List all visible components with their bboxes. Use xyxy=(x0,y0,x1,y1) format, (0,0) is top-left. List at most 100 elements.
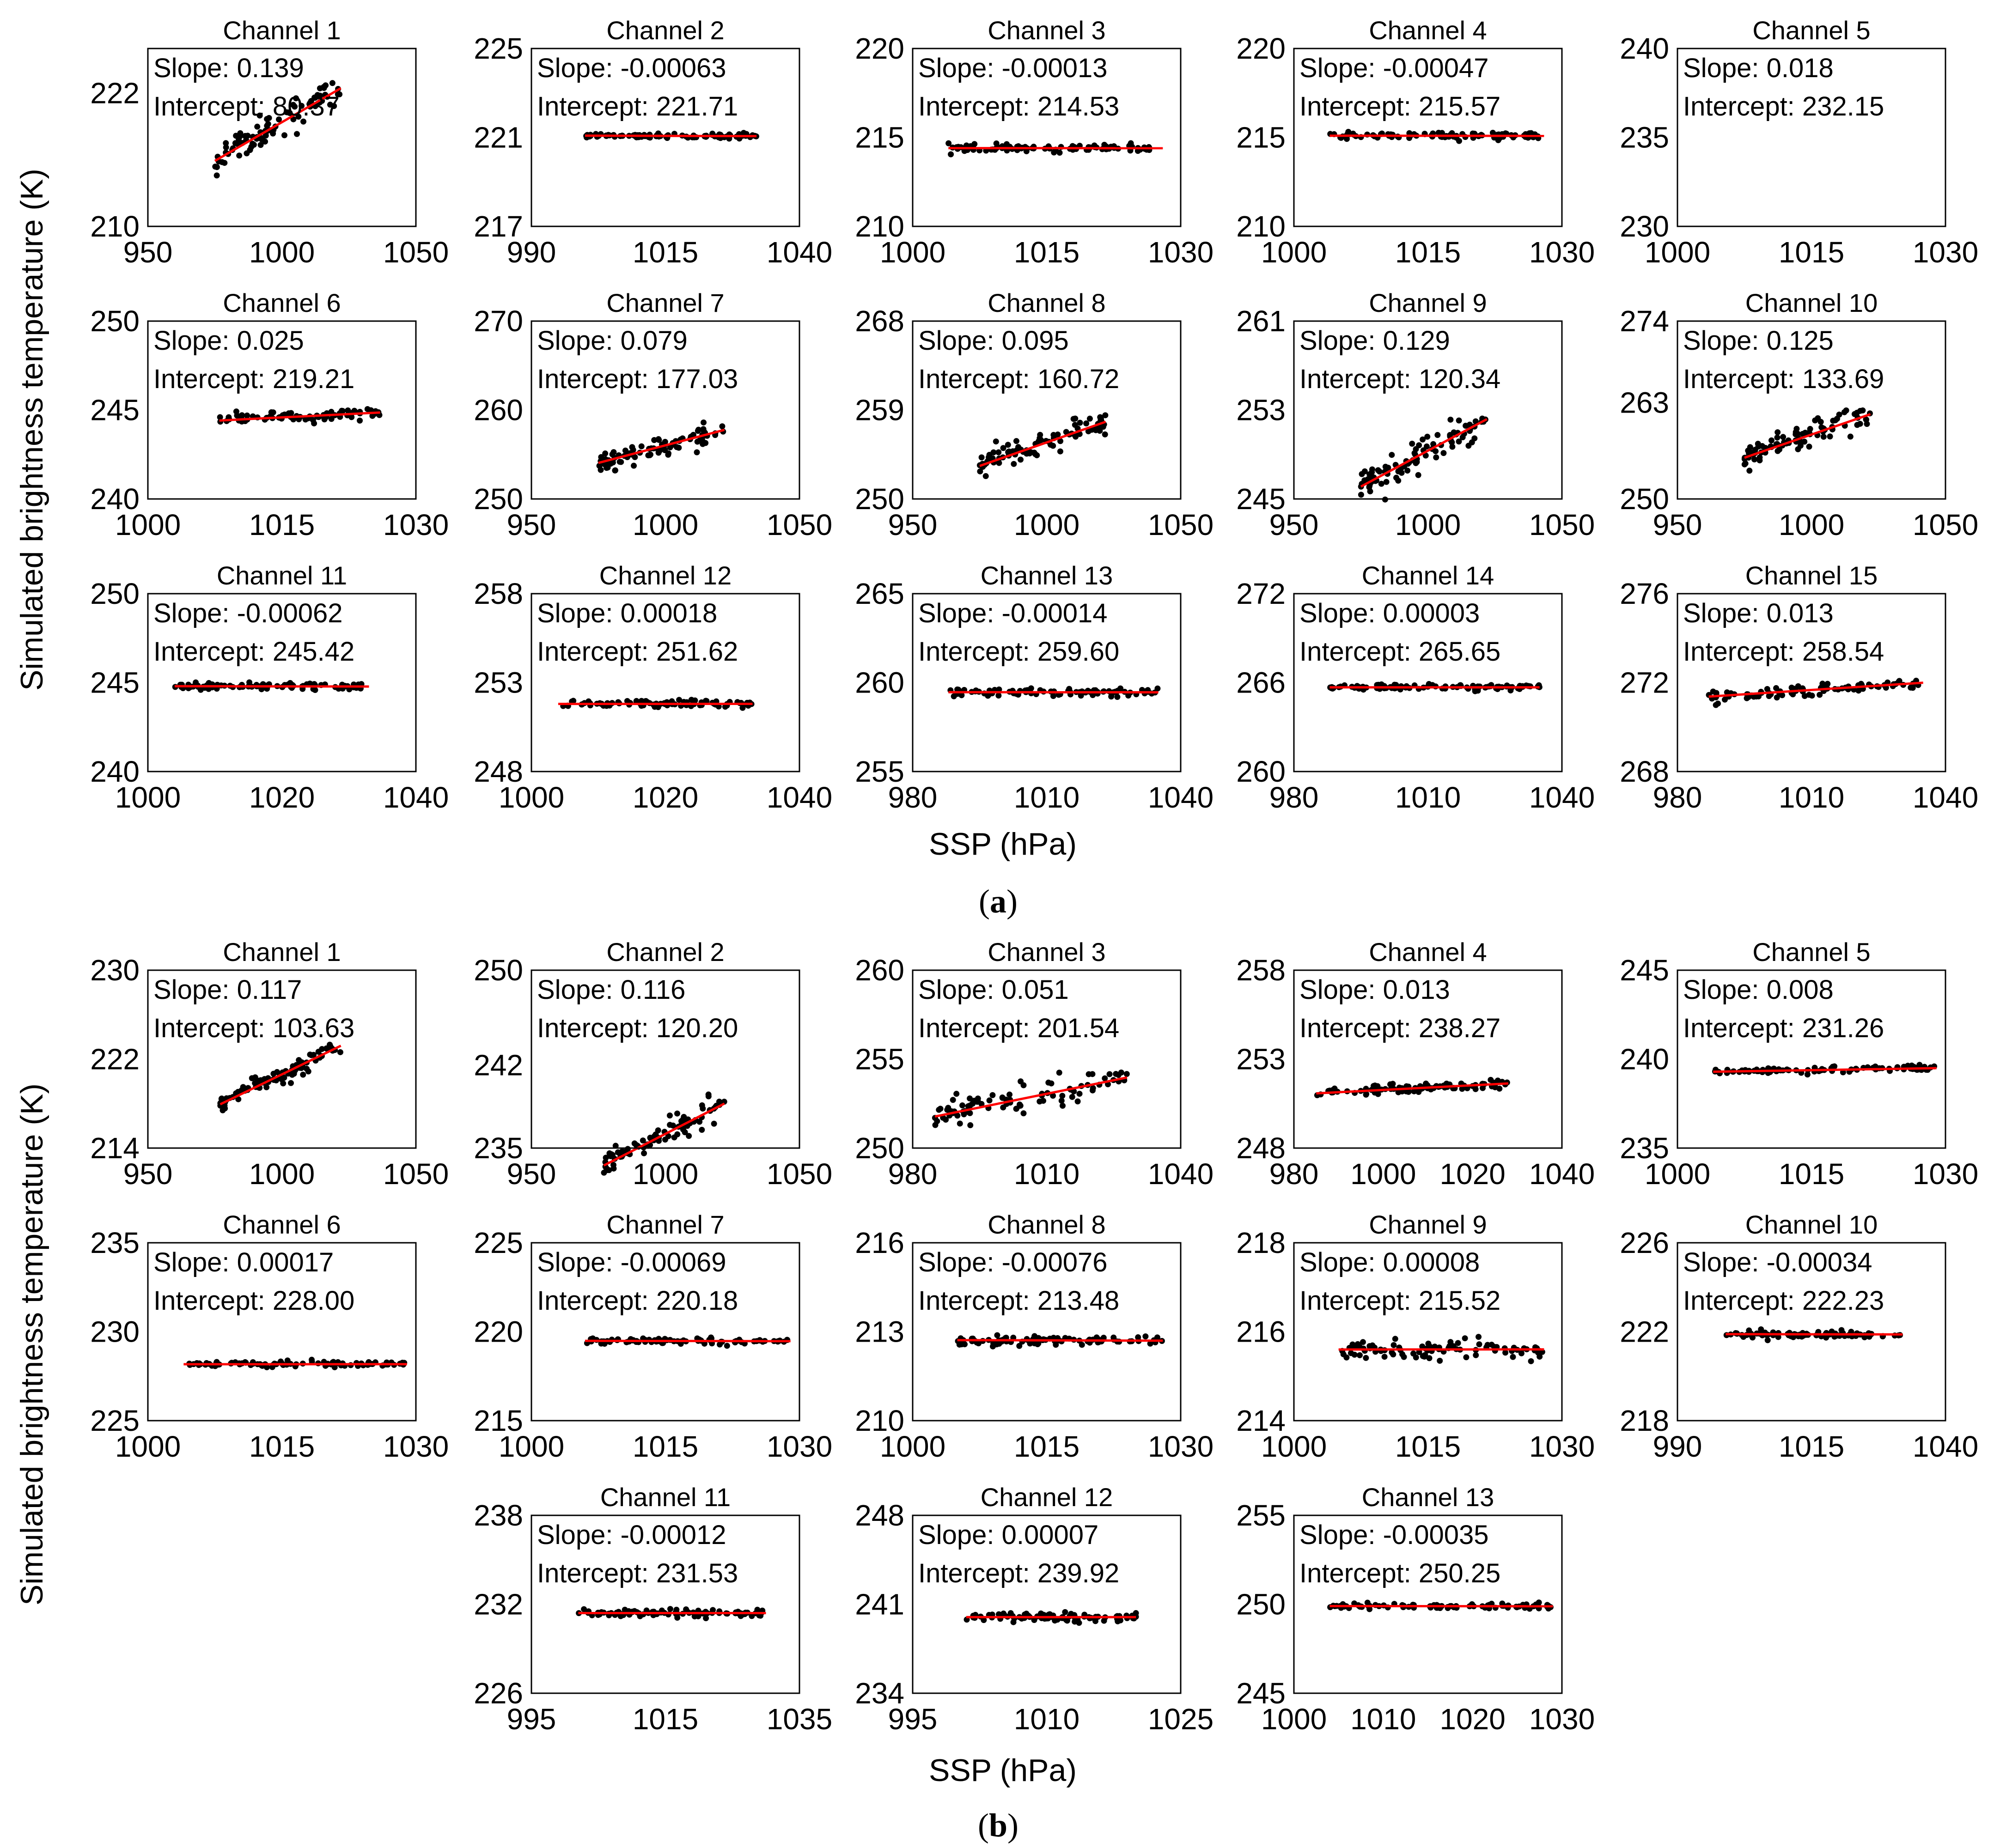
x-tick-label: 1010 xyxy=(1350,1702,1416,1736)
intercept-label: Intercept: 232.15 xyxy=(1683,91,1884,122)
data-point xyxy=(608,1151,615,1157)
data-point xyxy=(1378,480,1384,487)
data-point xyxy=(1018,1078,1024,1085)
data-point xyxy=(1423,443,1430,450)
intercept-label: Intercept: 80.37 xyxy=(153,91,340,122)
data-point xyxy=(1847,433,1854,440)
y-axis-label-a: Simulated brightness temperature (K) xyxy=(14,169,49,691)
x-tick-label: 1050 xyxy=(383,1157,449,1191)
data-point xyxy=(270,409,276,416)
data-point xyxy=(329,80,335,86)
y-tick-label: 216 xyxy=(1236,1315,1286,1349)
fit-line xyxy=(174,685,369,688)
x-tick-label: 1050 xyxy=(1148,508,1213,541)
data-point xyxy=(1752,446,1758,453)
subplot-b-10: Channel 10 Slope: -0.00034 Intercept: 222.… xyxy=(1620,1210,1978,1463)
data-point xyxy=(641,1150,647,1156)
data-point xyxy=(754,1606,761,1613)
data-point xyxy=(236,152,243,159)
y-tick-label: 240 xyxy=(1620,1043,1669,1076)
x-tick-label: 990 xyxy=(507,236,556,269)
y-tick-label: 258 xyxy=(474,577,523,610)
data-point xyxy=(1806,444,1812,450)
x-tick-label: 1000 xyxy=(1014,508,1079,541)
data-point xyxy=(1812,417,1818,424)
data-point xyxy=(339,408,346,414)
x-tick-label: 950 xyxy=(507,508,556,541)
y-tick-label: 260 xyxy=(855,954,904,987)
data-point xyxy=(1793,429,1799,435)
data-point xyxy=(1050,443,1056,449)
data-point xyxy=(1345,128,1352,135)
plot-frame xyxy=(912,1242,1182,1422)
data-point xyxy=(631,462,637,469)
data-point xyxy=(994,1332,1000,1338)
data-point xyxy=(950,1097,956,1103)
data-point xyxy=(1797,443,1804,449)
data-point xyxy=(1390,1342,1397,1348)
data-point xyxy=(1101,1617,1107,1624)
data-point xyxy=(1854,422,1860,428)
data-point xyxy=(1358,492,1364,498)
data-point xyxy=(319,1046,325,1052)
plot-frame xyxy=(147,969,417,1149)
x-tick-label: 1000 xyxy=(1261,1702,1327,1736)
y-tick-label: 260 xyxy=(855,666,904,699)
data-point xyxy=(1393,474,1400,481)
data-point xyxy=(1086,415,1093,422)
y-tick-label: 235 xyxy=(1620,1131,1669,1165)
subplot-a-3: Channel 3 Slope: -0.00013 Intercept: 214.5… xyxy=(855,16,1213,269)
subplot-title: Channel 4 xyxy=(1369,937,1487,967)
x-tick-label: 980 xyxy=(1269,1157,1319,1191)
data-point xyxy=(602,462,609,468)
slope-label: Slope: -0.00012 xyxy=(537,1520,726,1550)
data-point xyxy=(629,444,635,450)
plot-frame xyxy=(531,1514,800,1694)
data-point xyxy=(1745,694,1752,700)
plot-frame xyxy=(1293,1514,1563,1694)
y-axis-label-b: Simulated brightness temperature (K) xyxy=(14,1083,49,1605)
data-point xyxy=(1020,1110,1027,1117)
x-tick-label: 1020 xyxy=(1439,1702,1505,1736)
y-tick-label: 245 xyxy=(90,394,140,427)
data-point xyxy=(610,449,617,456)
subplot-title: Channel 11 xyxy=(600,1483,731,1512)
y-tick-label: 255 xyxy=(1236,1499,1286,1532)
fit-line xyxy=(1726,1333,1903,1336)
subplot-b-3: Channel 3 Slope: 0.051 Intercept: 201.54 98… xyxy=(855,937,1213,1191)
x-tick-label: 1010 xyxy=(1014,1702,1079,1736)
subplot-title: Channel 15 xyxy=(1745,561,1878,590)
intercept-label: Intercept: 250.25 xyxy=(1299,1558,1500,1588)
intercept-label: Intercept: 133.69 xyxy=(1683,364,1884,394)
intercept-label: Intercept: 221.71 xyxy=(537,91,738,122)
data-point xyxy=(1824,681,1831,687)
data-point xyxy=(978,454,985,461)
intercept-label: Intercept: 213.48 xyxy=(918,1286,1119,1316)
plot-frame xyxy=(1677,1242,1946,1422)
data-point xyxy=(615,1149,621,1155)
data-point xyxy=(996,686,1002,693)
data-point xyxy=(252,1074,258,1081)
data-point xyxy=(240,1084,246,1090)
intercept-label: Intercept: 214.53 xyxy=(918,91,1119,122)
data-point xyxy=(702,698,709,704)
subplot-b-8: Channel 8 Slope: -0.00076 Intercept: 213.4… xyxy=(855,1210,1213,1463)
data-point xyxy=(691,1613,698,1620)
y-tick-label: 270 xyxy=(474,304,523,338)
data-point xyxy=(262,138,268,145)
data-point xyxy=(1836,411,1842,418)
data-point xyxy=(1827,433,1833,440)
data-point xyxy=(1000,1104,1006,1111)
subplot-a-10: Channel 10 Slope: 0.125 Intercept: 133.69 9… xyxy=(1620,288,1978,541)
data-point xyxy=(703,1615,709,1622)
x-tick-label: 1010 xyxy=(1395,781,1461,814)
data-point xyxy=(1102,431,1108,438)
slope-label: Slope: 0.051 xyxy=(918,975,1069,1005)
y-tick-label: 253 xyxy=(474,666,523,699)
x-tick-label: 1015 xyxy=(1779,1157,1844,1191)
data-point xyxy=(345,407,351,413)
data-point xyxy=(999,1094,1006,1101)
y-tick-label: 218 xyxy=(1236,1226,1286,1259)
subplot-title: Channel 1 xyxy=(223,937,341,967)
x-tick-label: 1040 xyxy=(767,781,832,814)
